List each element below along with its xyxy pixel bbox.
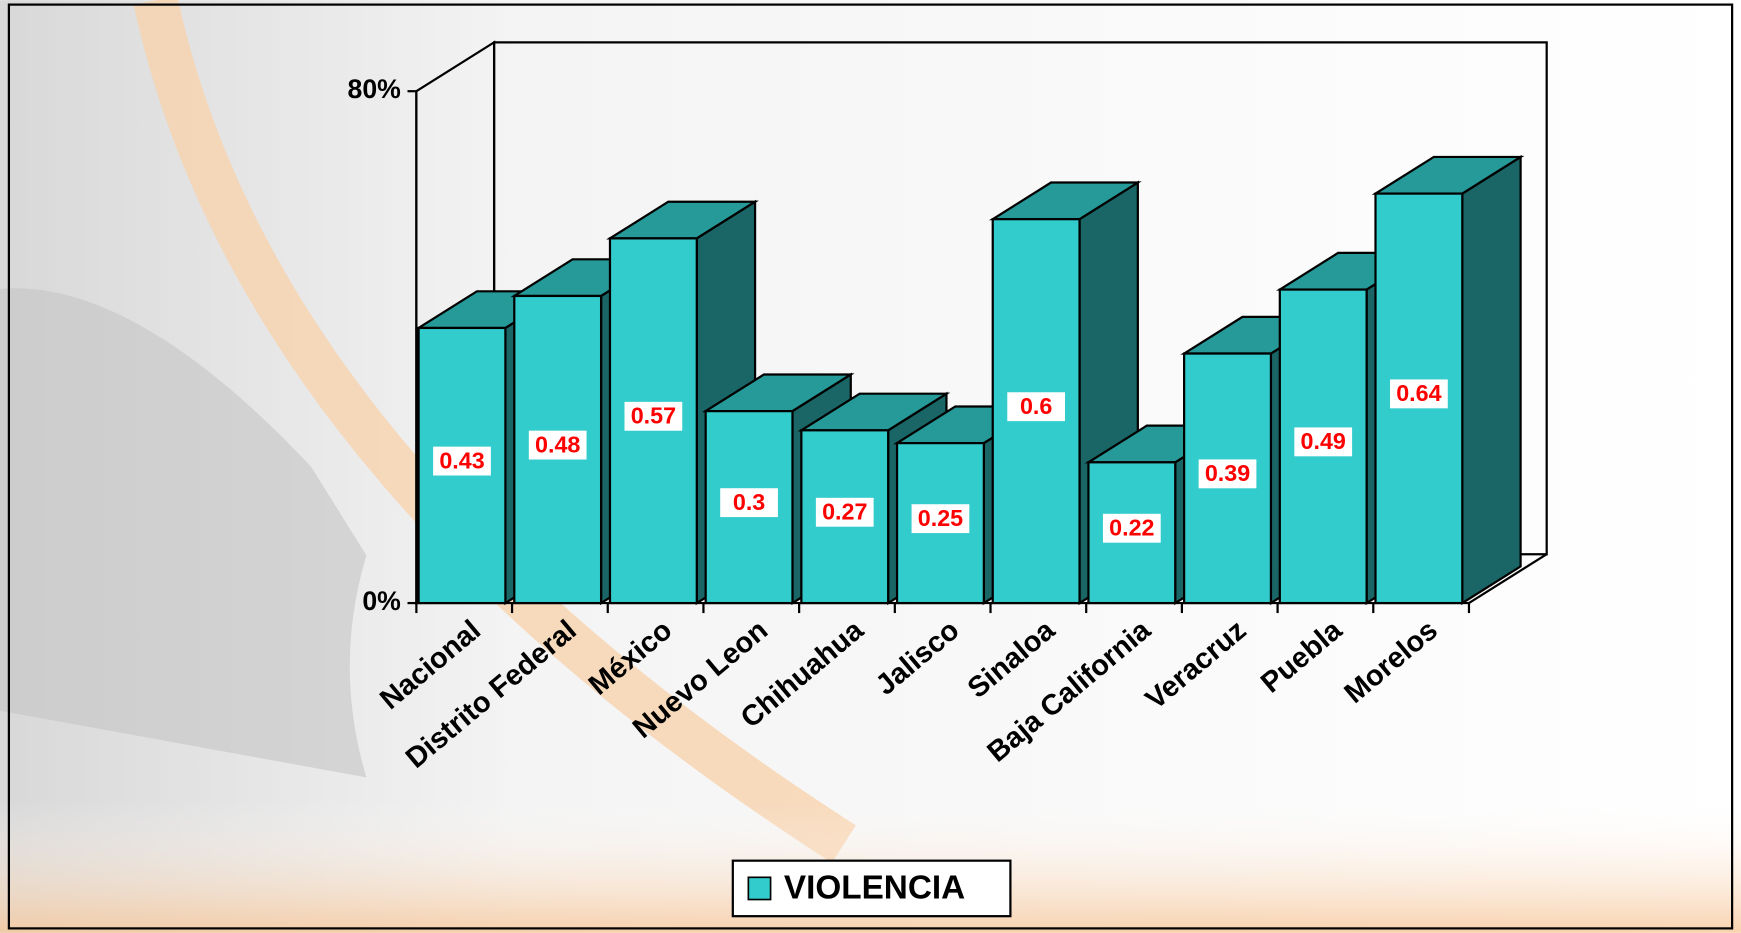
- decor-arc: [133, 0, 856, 863]
- legend-label: VIOLENCIA: [784, 869, 965, 906]
- data-label-box: [1198, 459, 1257, 489]
- data-label: 0.6: [1020, 393, 1052, 419]
- data-label: 0.27: [822, 499, 867, 525]
- data-label-box: [528, 430, 587, 460]
- data-label-box: [1102, 513, 1161, 543]
- data-label: 0.43: [439, 447, 484, 473]
- data-label: 0.48: [535, 431, 580, 457]
- data-label-box: [911, 504, 970, 534]
- y-tick-label: 0%: [362, 586, 400, 616]
- data-label: 0.39: [1205, 460, 1250, 486]
- data-label-box: [1007, 392, 1066, 422]
- data-label-box: [1390, 379, 1448, 409]
- bar-side: [1461, 154, 1522, 606]
- data-label: 0.64: [1396, 380, 1441, 406]
- data-label: 0.57: [631, 403, 676, 429]
- data-label: 0.25: [918, 505, 963, 531]
- data-label-box: [815, 497, 874, 527]
- frame: [7, 3, 1734, 930]
- data-label-box: [720, 488, 778, 518]
- data-label-box: [624, 401, 683, 431]
- legend-swatch: [747, 876, 772, 901]
- data-label: 0.3: [733, 489, 765, 515]
- y-tick-label: 80%: [348, 74, 401, 104]
- data-label: 0.22: [1109, 515, 1154, 541]
- decor-car: [0, 288, 367, 778]
- legend-box: [731, 859, 1012, 918]
- data-label: 0.49: [1301, 428, 1346, 454]
- data-label-box: [1294, 427, 1353, 457]
- legend: VIOLENCIA: [731, 859, 1012, 918]
- data-label-box: [433, 446, 491, 476]
- bar: [513, 294, 603, 605]
